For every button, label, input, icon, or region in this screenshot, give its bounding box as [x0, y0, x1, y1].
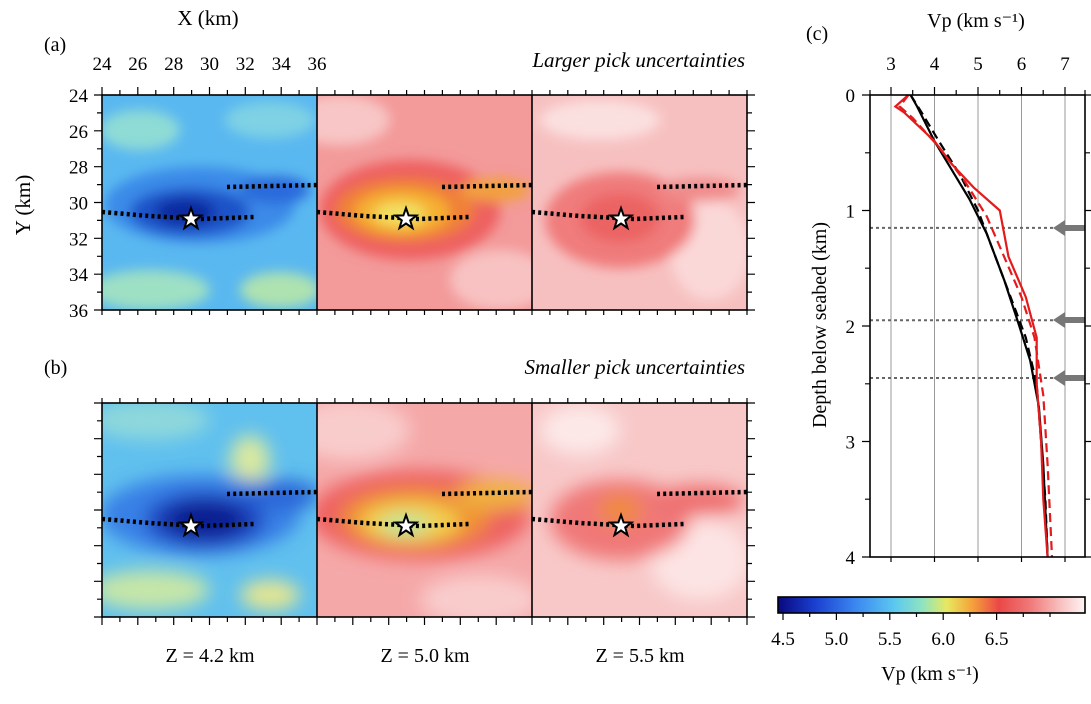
profile-x-tick: 7 [1060, 54, 1070, 75]
star-marker [177, 511, 205, 538]
star-marker [607, 511, 635, 538]
profile-grid [890, 95, 1066, 557]
y-tick-label: 26 [69, 122, 88, 143]
y-tick-label: 30 [69, 194, 88, 215]
x-tick-labels: 24 26 28 30 32 34 36 [93, 54, 327, 75]
profile-x-tick: 4 [930, 54, 940, 75]
star-marker [177, 204, 205, 231]
profile-lines [893, 94, 1054, 558]
profile-y-tick: 0 [846, 86, 856, 107]
vp-profile-line-3 [898, 94, 1054, 558]
profile-y-tick: 2 [846, 317, 856, 338]
map-a-z55 [532, 95, 747, 310]
y-tick-label: 36 [69, 301, 88, 322]
x-tick-label: 36 [308, 54, 327, 75]
y-tick-labels: 24 26 28 30 32 34 36 [69, 86, 89, 322]
star-marker [392, 511, 420, 538]
map-ticks [94, 87, 755, 625]
reference-arrows [1053, 220, 1085, 386]
profile-y-tick: 3 [846, 433, 856, 454]
event-stars [177, 204, 635, 538]
map-a-z42 [102, 95, 317, 310]
panel-b-label: (b) [44, 357, 67, 379]
colorbar-tick: 5.0 [825, 629, 849, 650]
colorbar-tick: 6.5 [985, 629, 1009, 650]
vp-profile-line-0 [909, 94, 1049, 558]
colorbar-tick: 4.5 [771, 629, 795, 650]
profile-top-label: Vp (km s⁻¹) [927, 10, 1025, 32]
colorbar-tick: 5.5 [878, 629, 902, 650]
x-tick-label: 24 [93, 54, 113, 75]
y-tick-label: 32 [69, 229, 88, 250]
y-axis-label: Y (km) [11, 175, 35, 235]
depth-labels: Z = 4.2 km Z = 5.0 km Z = 5.5 km [165, 645, 684, 667]
profile-x-tick: 5 [973, 54, 983, 75]
map-b-z55 [532, 403, 747, 617]
left-arrow-icon [1053, 312, 1085, 328]
colorbar-label: Vp (km s⁻¹) [881, 663, 979, 685]
profile-panel: (c) Vp (km s⁻¹) Depth below seabed (km) … [806, 10, 1091, 569]
y-tick-label: 34 [69, 265, 89, 286]
fault-traces [101, 182, 748, 529]
map-b-z42 [102, 403, 317, 617]
profile-x-tick: 3 [886, 54, 896, 75]
left-arrow-icon [1053, 370, 1085, 386]
title-a: Larger pick uncertainties [531, 48, 745, 72]
profile-y-label: Depth below seabed (km) [809, 222, 831, 428]
map-b-z50 [317, 403, 532, 617]
vp-profile-line-1 [909, 94, 1049, 558]
x-tick-label: 34 [272, 54, 292, 75]
star-marker [392, 204, 420, 231]
panel-a-label: (a) [44, 34, 66, 56]
depth-label-z42: Z = 4.2 km [165, 645, 254, 667]
panel-c-label: (c) [806, 23, 828, 45]
profile-y-tick: 4 [846, 548, 856, 569]
depth-label-z50: Z = 5.0 km [380, 645, 469, 667]
y-tick-label: 24 [69, 86, 89, 107]
x-tick-label: 26 [128, 54, 147, 75]
star-marker [607, 204, 635, 231]
x-axis-label: X (km) [177, 6, 238, 30]
map-a-z50 [317, 95, 532, 310]
x-tick-label: 28 [164, 54, 183, 75]
x-tick-label: 32 [236, 54, 255, 75]
x-tick-label: 30 [200, 54, 219, 75]
left-arrow-icon [1053, 220, 1085, 236]
y-tick-label: 28 [69, 158, 88, 179]
profile-y-tick: 1 [846, 202, 856, 223]
colorbar-tick: 6.0 [931, 629, 955, 650]
title-b: Smaller pick uncertainties [525, 355, 745, 379]
colorbar: 4.5 5.0 5.5 6.0 6.5 Vp (km s⁻¹) [771, 596, 1086, 685]
vp-profile-line-2 [893, 94, 1049, 558]
depth-label-z55: Z = 5.5 km [595, 645, 684, 667]
profile-x-tick: 6 [1017, 54, 1027, 75]
